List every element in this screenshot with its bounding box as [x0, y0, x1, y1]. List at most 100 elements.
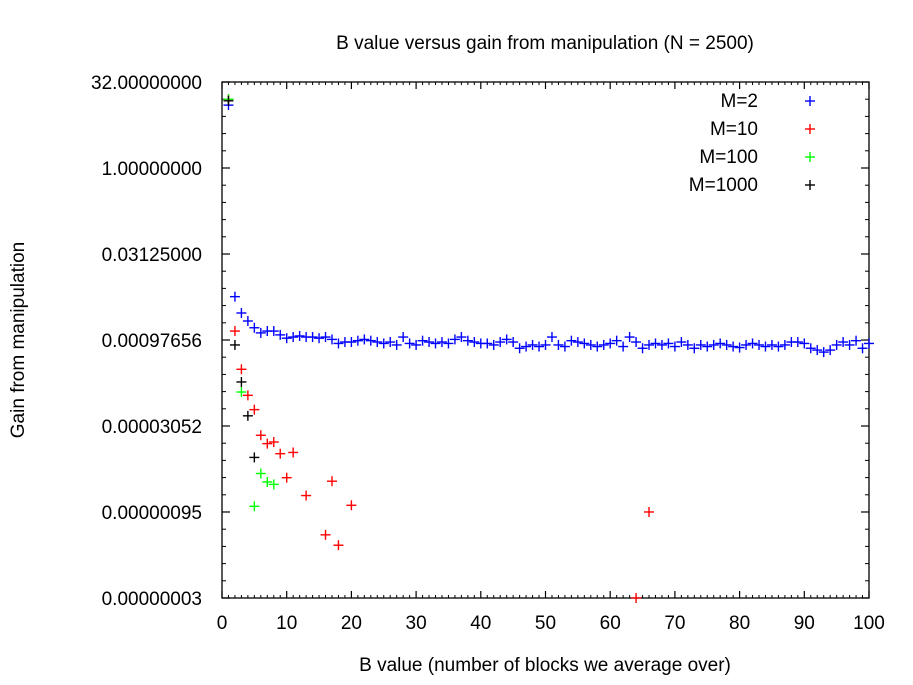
data-point: [546, 332, 557, 343]
legend-label: M=10: [710, 119, 758, 140]
y-tick-label: 0.00003052: [102, 417, 202, 438]
data-point: [236, 307, 247, 318]
x-axis-title: B value (number of blocks we average ove…: [359, 655, 731, 676]
data-point: [676, 337, 687, 348]
data-point: [534, 341, 545, 352]
data-point: [223, 95, 234, 106]
data-point: [792, 337, 803, 348]
data-point: [301, 490, 312, 501]
data-point: [236, 376, 247, 387]
data-point: [708, 339, 719, 350]
data-point: [326, 334, 337, 345]
series-m-2: [223, 100, 874, 358]
data-point: [333, 338, 344, 349]
data-point: [229, 339, 240, 350]
data-point: [857, 343, 868, 354]
chart-title: B value versus gain from manipulation (N…: [336, 33, 754, 54]
data-point: [255, 430, 266, 441]
legend-marker: [805, 152, 815, 162]
legend-marker: [805, 96, 815, 106]
data-point: [249, 452, 260, 463]
data-point: [805, 343, 816, 354]
data-point: [818, 347, 829, 358]
legend-marker: [805, 124, 815, 134]
data-point: [268, 479, 279, 490]
data-point: [268, 437, 279, 448]
data-point: [482, 338, 493, 349]
data-point: [695, 339, 706, 350]
data-point: [521, 341, 532, 352]
data-point: [838, 337, 849, 348]
data-point: [462, 335, 473, 346]
data-point: [281, 333, 292, 344]
legend: M=2 M=10 M=100 M=1000: [689, 91, 815, 196]
data-point: [469, 337, 480, 348]
data-point: [378, 338, 389, 349]
data-point: [566, 335, 577, 346]
x-tick-label: 50: [535, 613, 556, 634]
data-point: [495, 337, 506, 348]
data-point: [851, 335, 862, 346]
data-point: [236, 387, 247, 398]
data-point: [527, 339, 538, 350]
data-point: [656, 339, 667, 350]
data-point: [540, 339, 551, 350]
legend-label: M=2: [721, 91, 759, 112]
data-point: [702, 341, 713, 352]
x-tick-label: 80: [729, 613, 750, 634]
data-point: [592, 341, 603, 352]
data-point: [514, 343, 525, 354]
data-point: [812, 345, 823, 356]
data-point: [359, 334, 370, 345]
data-point: [398, 332, 409, 343]
data-point: [553, 339, 564, 350]
y-tick-label: 0.00097656: [102, 331, 202, 352]
data-point: [417, 335, 428, 346]
data-point: [404, 338, 415, 349]
data-points: [223, 94, 874, 603]
data-point: [242, 410, 253, 421]
data-point: [488, 339, 499, 350]
data-point: [346, 337, 357, 348]
data-point: [326, 476, 337, 487]
data-point: [281, 472, 292, 483]
data-point: [559, 341, 570, 352]
data-point: [598, 339, 609, 350]
legend-marker: [805, 180, 815, 190]
data-point: [747, 338, 758, 349]
data-point: [320, 529, 331, 540]
data-point: [320, 332, 331, 343]
data-point: [741, 339, 752, 350]
data-point: [624, 332, 635, 343]
data-point: [242, 390, 253, 401]
data-point: [766, 339, 777, 350]
data-point: [372, 337, 383, 348]
data-point: [430, 338, 441, 349]
data-point: [682, 339, 693, 350]
data-point: [365, 335, 376, 346]
data-point: [288, 332, 299, 343]
data-point: [779, 339, 790, 350]
data-point: [618, 341, 629, 352]
data-point: [501, 334, 512, 345]
y-tick-label: 0.03125000: [102, 245, 202, 266]
series-m-1000: [223, 95, 260, 463]
series-m-100: [223, 94, 279, 512]
data-point: [352, 335, 363, 346]
data-point: [715, 338, 726, 349]
data-point: [631, 593, 642, 603]
data-point: [443, 338, 454, 349]
data-point: [436, 337, 447, 348]
data-point: [689, 343, 700, 354]
x-tick-label: 90: [794, 613, 815, 634]
y-tick-label: 0.00000095: [102, 503, 202, 524]
data-point: [391, 339, 402, 350]
data-point: [663, 338, 674, 349]
x-tick-label: 40: [470, 613, 491, 634]
data-point: [229, 326, 240, 337]
data-point: [268, 326, 279, 337]
data-point: [229, 291, 240, 302]
x-tick-label: 20: [341, 613, 362, 634]
x-tick-label: 10: [276, 613, 297, 634]
